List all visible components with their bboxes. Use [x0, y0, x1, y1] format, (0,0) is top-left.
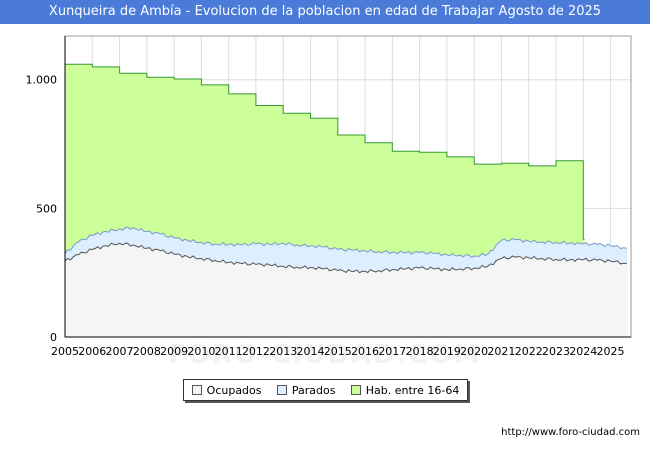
legend-label-hab: Hab. entre 16-64 — [365, 383, 460, 397]
line-ocupados — [64, 242, 627, 274]
x-tick-label: 2010 — [187, 345, 215, 358]
legend: Ocupados Parados Hab. entre 16-64 — [183, 379, 468, 401]
y-tick-label: 500 — [36, 202, 57, 215]
legend-item-hab: Hab. entre 16-64 — [350, 383, 460, 397]
x-tick-label: 2017 — [378, 345, 406, 358]
x-tick-label: 2008 — [133, 345, 161, 358]
x-tick-label: 2024 — [569, 345, 597, 358]
x-tick-label: 2006 — [78, 345, 106, 358]
legend-item-ocupados: Ocupados — [191, 383, 262, 397]
x-tick-label: 2019 — [433, 345, 461, 358]
x-tick-label: 2011 — [215, 345, 243, 358]
x-tick-label: 2016 — [351, 345, 379, 358]
x-tick-label: 2014 — [296, 345, 324, 358]
watermark: FORO-CIUDAD.COM — [168, 340, 482, 370]
x-tick-label: 2013 — [269, 345, 297, 358]
line-parados — [64, 226, 627, 259]
legend-label-parados: Parados — [291, 383, 336, 397]
x-tick-label: 2021 — [487, 345, 515, 358]
chart-title: Xunqueira de Ambía - Evolucion de la pob… — [0, 0, 650, 24]
legend-swatch-parados — [276, 385, 287, 395]
x-tick-label: 2020 — [460, 345, 488, 358]
x-tick-label: 2015 — [324, 345, 352, 358]
x-tick-label: 2005 — [51, 345, 79, 358]
area-ocupados — [65, 243, 627, 337]
x-tick-label: 2023 — [542, 345, 570, 358]
y-tick-label: 1.000 — [26, 74, 58, 87]
x-tick-label: 2022 — [515, 345, 543, 358]
series-areas — [64, 63, 627, 338]
x-tick-label: 2009 — [160, 345, 188, 358]
x-tick-label: 2007 — [106, 345, 134, 358]
source-url[interactable]: http://www.foro-ciudad.com — [501, 427, 640, 438]
legend-label-ocupados: Ocupados — [206, 383, 262, 397]
x-tick-label: 2012 — [242, 345, 270, 358]
legend-item-parados: Parados — [276, 383, 336, 397]
y-tick-label: 0 — [50, 331, 57, 344]
x-tick-label: 2025 — [597, 345, 625, 358]
x-tick-label: 2018 — [406, 345, 434, 358]
line-hab-entre-16-64 — [65, 63, 585, 240]
legend-swatch-ocupados — [191, 385, 202, 395]
legend-swatch-hab — [350, 385, 361, 395]
